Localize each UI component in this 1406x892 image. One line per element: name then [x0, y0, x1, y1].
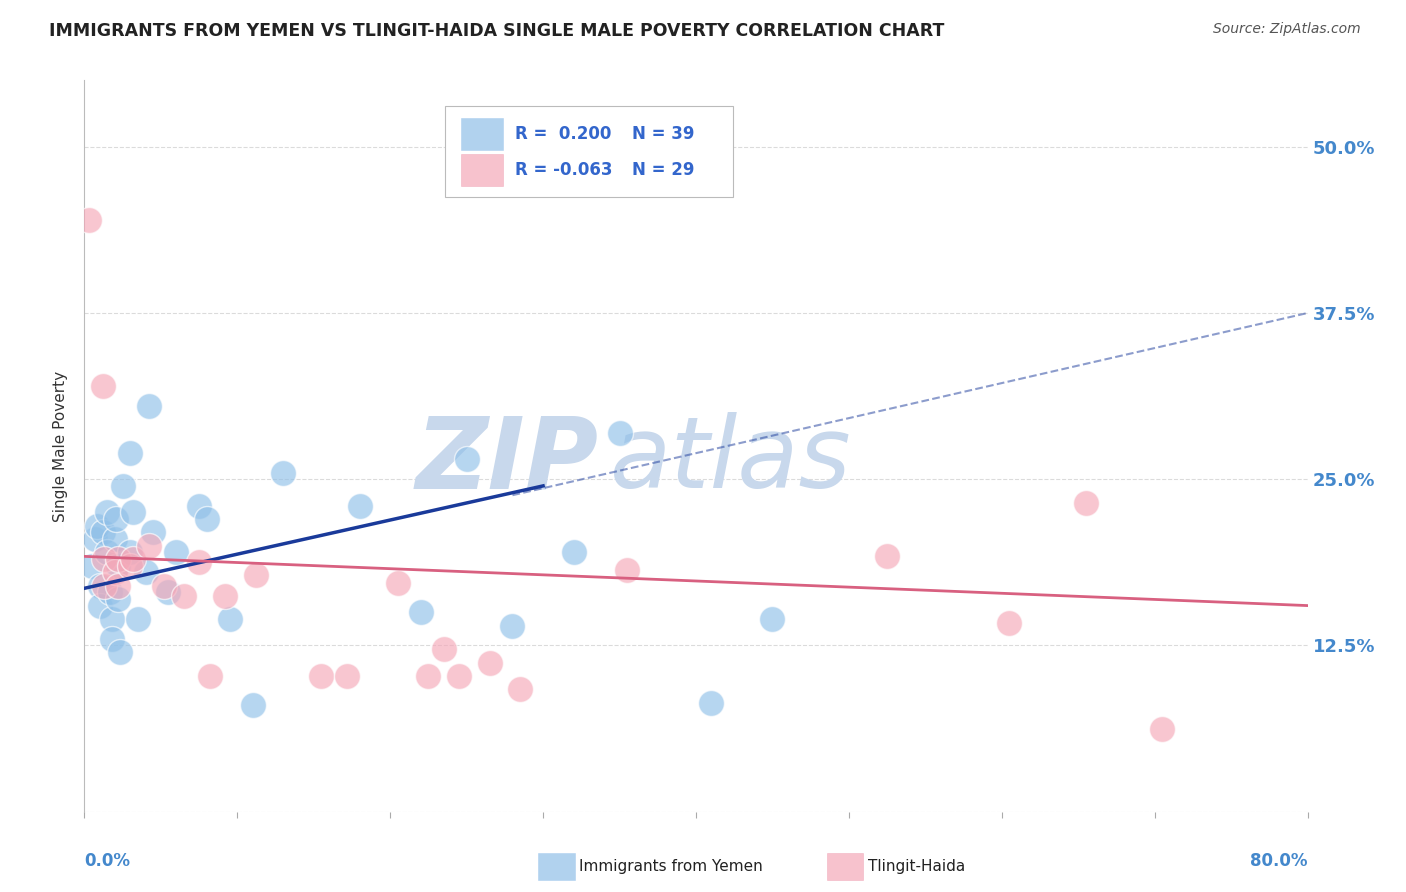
Point: [616, 563, 638, 577]
Point: [447, 669, 470, 683]
Point: [502, 618, 524, 632]
Point: [311, 669, 333, 683]
Point: [165, 545, 187, 559]
Point: [86, 518, 108, 533]
Point: [98, 585, 121, 599]
Text: N = 29: N = 29: [633, 161, 695, 179]
Point: [107, 552, 129, 566]
Point: [387, 576, 409, 591]
Point: [214, 589, 236, 603]
Point: [188, 555, 211, 569]
Text: R = -0.063: R = -0.063: [515, 161, 613, 179]
Point: [107, 579, 129, 593]
Point: [336, 669, 359, 683]
FancyBboxPatch shape: [461, 154, 503, 186]
Point: [509, 682, 531, 697]
Point: [142, 525, 165, 540]
Text: 0.0%: 0.0%: [84, 852, 131, 870]
Point: [122, 506, 145, 520]
Text: 80.0%: 80.0%: [1250, 852, 1308, 870]
Point: [153, 579, 176, 593]
Point: [120, 445, 142, 459]
Point: [188, 499, 211, 513]
Point: [138, 399, 160, 413]
Point: [93, 579, 115, 593]
Point: [1074, 496, 1097, 510]
Y-axis label: Single Male Poverty: Single Male Poverty: [53, 370, 69, 522]
Point: [609, 425, 631, 440]
Point: [104, 532, 127, 546]
Point: [96, 545, 118, 559]
Point: [91, 379, 114, 393]
Point: [80, 558, 103, 573]
Point: [135, 566, 157, 580]
Point: [138, 539, 160, 553]
Point: [84, 532, 107, 546]
Point: [433, 642, 456, 657]
Text: Tlingit-Haida: Tlingit-Haida: [868, 859, 965, 873]
Point: [96, 506, 118, 520]
Point: [77, 213, 100, 227]
Text: N = 39: N = 39: [633, 125, 695, 143]
Point: [127, 612, 149, 626]
Point: [349, 499, 371, 513]
Point: [89, 599, 111, 613]
Point: [101, 632, 124, 646]
Point: [478, 656, 501, 670]
Point: [105, 512, 128, 526]
Text: IMMIGRANTS FROM YEMEN VS TLINGIT-HAIDA SINGLE MALE POVERTY CORRELATION CHART: IMMIGRANTS FROM YEMEN VS TLINGIT-HAIDA S…: [49, 22, 945, 40]
Text: R =  0.200: R = 0.200: [515, 125, 612, 143]
Point: [91, 525, 114, 540]
Point: [700, 696, 723, 710]
Point: [562, 545, 585, 559]
Point: [998, 615, 1021, 630]
Point: [120, 545, 142, 559]
Text: atlas: atlas: [610, 412, 852, 509]
Point: [104, 566, 127, 580]
Point: [218, 612, 240, 626]
Point: [93, 552, 115, 566]
Point: [271, 466, 294, 480]
Point: [107, 591, 129, 606]
Point: [761, 612, 783, 626]
Point: [89, 579, 111, 593]
Point: [1152, 723, 1174, 737]
Text: Source: ZipAtlas.com: Source: ZipAtlas.com: [1213, 22, 1361, 37]
Point: [107, 558, 129, 573]
Point: [245, 568, 267, 582]
Point: [195, 512, 218, 526]
Text: Immigrants from Yemen: Immigrants from Yemen: [579, 859, 763, 873]
Point: [101, 612, 124, 626]
Point: [418, 669, 440, 683]
Point: [409, 605, 432, 619]
Point: [122, 552, 145, 566]
Point: [242, 698, 264, 713]
Text: ZIP: ZIP: [415, 412, 598, 509]
Point: [157, 585, 180, 599]
Point: [108, 645, 131, 659]
FancyBboxPatch shape: [461, 118, 503, 150]
Point: [456, 452, 478, 467]
FancyBboxPatch shape: [446, 106, 733, 197]
Point: [120, 558, 142, 573]
Point: [111, 479, 134, 493]
Point: [876, 549, 898, 564]
Point: [173, 589, 195, 603]
Point: [198, 669, 221, 683]
